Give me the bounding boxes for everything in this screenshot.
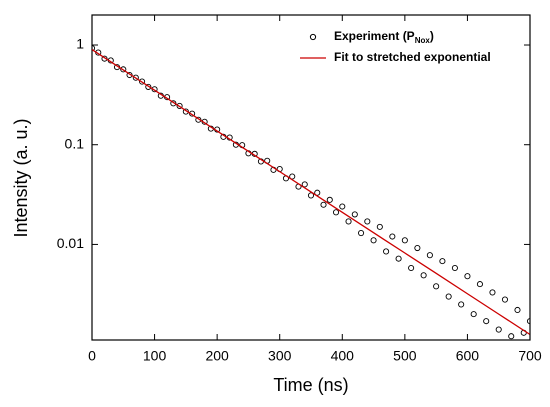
data-point xyxy=(526,318,530,325)
data-point xyxy=(139,78,146,85)
data-point xyxy=(426,252,433,259)
data-point xyxy=(301,181,308,188)
x-axis-label: Time (ns) xyxy=(273,375,348,395)
data-point xyxy=(433,283,440,290)
y-tick-label: 1 xyxy=(76,36,84,52)
data-point xyxy=(495,326,502,333)
data-point xyxy=(476,281,483,288)
legend-marker xyxy=(309,33,317,41)
data-point xyxy=(439,258,446,265)
x-tick-label: 200 xyxy=(205,348,229,364)
data-point xyxy=(514,306,521,314)
data-point xyxy=(176,102,183,109)
data-point xyxy=(145,83,152,90)
x-tick-label: 100 xyxy=(143,348,167,364)
data-point xyxy=(332,209,340,216)
x-tick-label: 300 xyxy=(268,348,292,364)
data-point xyxy=(420,272,427,279)
data-point xyxy=(470,311,477,318)
legend-text: ) xyxy=(430,29,434,43)
data-point xyxy=(445,293,452,300)
data-point xyxy=(389,233,396,240)
legend-text: Fit to stretched exponential xyxy=(334,50,491,64)
fit-line xyxy=(92,49,530,336)
data-point xyxy=(458,301,465,308)
data-point xyxy=(320,201,327,208)
x-tick-label: 600 xyxy=(456,348,480,364)
x-tick-label: 700 xyxy=(518,348,542,364)
data-point xyxy=(326,196,333,203)
plot-frame xyxy=(91,14,531,341)
x-tick-label: 500 xyxy=(393,348,417,364)
data-point xyxy=(370,237,377,244)
data-point xyxy=(358,230,365,237)
y-axis-label: Intensity (a. u.) xyxy=(11,118,31,237)
data-point xyxy=(120,66,127,73)
data-point xyxy=(132,74,139,81)
legend-text: Experiment (P xyxy=(334,29,415,43)
data-point xyxy=(395,255,402,262)
legend-label: Experiment (PNox) xyxy=(334,29,434,45)
x-tick-label: 400 xyxy=(331,348,355,364)
data-point xyxy=(464,273,471,280)
data-point xyxy=(345,218,352,225)
data-point xyxy=(101,55,108,62)
data-point xyxy=(501,296,509,303)
data-point xyxy=(351,211,358,218)
data-point xyxy=(451,264,458,272)
data-point xyxy=(376,223,383,230)
data-point xyxy=(483,318,490,325)
plot-area xyxy=(92,45,530,340)
data-point xyxy=(408,264,415,272)
data-point xyxy=(489,289,496,296)
data-point xyxy=(508,333,515,340)
data-point xyxy=(383,248,390,255)
data-point xyxy=(170,100,177,107)
y-tick-label: 0.1 xyxy=(65,135,85,151)
data-point xyxy=(307,192,315,199)
x-tick-label: 0 xyxy=(88,348,96,364)
data-point xyxy=(92,45,96,52)
data-point xyxy=(414,244,421,252)
data-point xyxy=(339,203,346,210)
legend-label: Fit to stretched exponential xyxy=(334,50,491,64)
data-point xyxy=(401,237,408,244)
y-tick-label: 0.01 xyxy=(57,235,84,251)
data-point xyxy=(364,218,371,225)
legend-text: Nox xyxy=(415,36,431,45)
